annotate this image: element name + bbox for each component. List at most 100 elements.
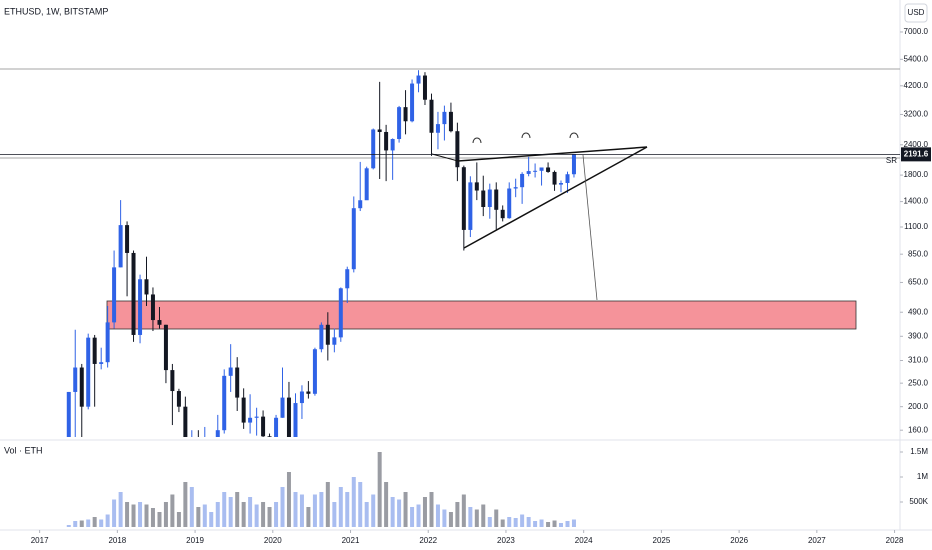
- y-tick-label: 1400.0: [904, 197, 929, 206]
- candle-body: [125, 225, 130, 253]
- y-tick-label: 200.0: [908, 402, 929, 411]
- volume-bar: [79, 520, 84, 527]
- candle-body: [429, 99, 434, 133]
- x-tick-label: 2020: [264, 536, 282, 545]
- volume-bar: [241, 502, 246, 527]
- volume-bar: [565, 521, 570, 527]
- volume-bar: [286, 472, 291, 527]
- candle-body: [325, 324, 330, 345]
- volume-bar: [125, 502, 130, 527]
- candle-body: [358, 200, 363, 209]
- volume-bar: [546, 522, 551, 527]
- candle-body: [261, 416, 266, 437]
- volume-bar: [571, 519, 576, 527]
- candle-body: [73, 367, 78, 392]
- volume-bar: [157, 512, 162, 527]
- candle-body: [526, 171, 531, 174]
- volume-bar: [448, 512, 453, 527]
- volume-bar: [513, 518, 518, 527]
- x-tick-label: 2023: [497, 536, 515, 545]
- volume-bar: [371, 494, 376, 527]
- candle-body: [86, 337, 91, 407]
- volume-bar: [526, 517, 531, 527]
- y2-tick-label: 1.5M: [910, 447, 928, 456]
- volume-bar: [228, 497, 233, 527]
- volume-bar: [358, 482, 363, 527]
- candle-body: [241, 397, 246, 423]
- candle-body: [403, 107, 408, 122]
- volume-label: Vol · ETH: [4, 445, 43, 455]
- volume-bar: [500, 519, 505, 527]
- candle-body: [293, 403, 298, 437]
- candle-body: [299, 391, 304, 404]
- volume-bar: [455, 502, 460, 527]
- y-tick-label: 3200.0: [904, 110, 929, 119]
- candle-body: [558, 183, 563, 185]
- candle-body: [228, 367, 233, 376]
- y2-tick-label: 500K: [909, 497, 928, 506]
- y-tick-label: 160.0: [908, 425, 929, 434]
- candle-body: [112, 267, 117, 323]
- volume-bar: [222, 492, 227, 527]
- candle-body: [416, 75, 421, 84]
- candle-body: [377, 129, 382, 132]
- volume-bar: [487, 517, 492, 527]
- candle-body: [274, 417, 279, 437]
- candle-body: [507, 188, 512, 219]
- candle-body: [235, 367, 240, 398]
- volume-bar: [384, 482, 389, 527]
- volume-bar: [170, 494, 175, 527]
- candle-body: [338, 288, 343, 338]
- candle-body: [176, 391, 181, 407]
- candle-body: [442, 111, 447, 125]
- volume-bar: [202, 504, 207, 527]
- volume-bar: [196, 507, 201, 527]
- x-tick-label: 2026: [730, 536, 748, 545]
- volume-bar: [150, 508, 155, 527]
- volume-bar: [552, 520, 557, 527]
- candle-body: [215, 430, 220, 437]
- support-zone: [106, 300, 857, 330]
- volume-bar: [533, 521, 538, 527]
- x-tick-label: 2019: [186, 536, 204, 545]
- arc: [472, 137, 482, 144]
- volume-bar: [377, 452, 382, 527]
- volume-bar: [183, 482, 188, 527]
- volume-bar: [248, 497, 253, 527]
- volume-bar: [422, 497, 427, 527]
- candle-body: [105, 322, 110, 363]
- candle-body: [131, 252, 136, 335]
- volume-bar: [274, 502, 279, 527]
- y-tick-label: 850.0: [908, 249, 929, 258]
- candle-body: [118, 225, 123, 268]
- arc: [569, 132, 579, 139]
- volume-bar: [235, 492, 240, 527]
- arc: [521, 132, 531, 139]
- candle-body: [144, 279, 149, 295]
- volume-bar: [112, 499, 117, 527]
- volume-bar: [118, 492, 123, 527]
- volume-bar: [306, 507, 311, 527]
- candle-body: [571, 154, 576, 175]
- x-tick-label: 2018: [108, 536, 126, 545]
- y-tick-label: 490.0: [908, 307, 929, 316]
- volume-bar: [99, 519, 104, 527]
- candle-body: [397, 107, 402, 140]
- volume-bar: [267, 507, 272, 527]
- volume-bar: [494, 509, 499, 527]
- currency-box: [904, 3, 928, 23]
- volume-bar: [507, 517, 512, 527]
- candle-body: [494, 189, 499, 210]
- x-tick-label: 2017: [31, 536, 49, 545]
- candle-body: [565, 174, 570, 184]
- x-tick-label: 2028: [886, 536, 904, 545]
- currency: USD: [908, 8, 925, 17]
- candle-body: [254, 416, 259, 418]
- candle-body: [487, 189, 492, 207]
- candle-body: [513, 187, 518, 189]
- candle-body: [539, 167, 544, 171]
- candle-body: [183, 406, 188, 437]
- volume-bar: [390, 497, 395, 527]
- x-tick-label: 2021: [342, 536, 360, 545]
